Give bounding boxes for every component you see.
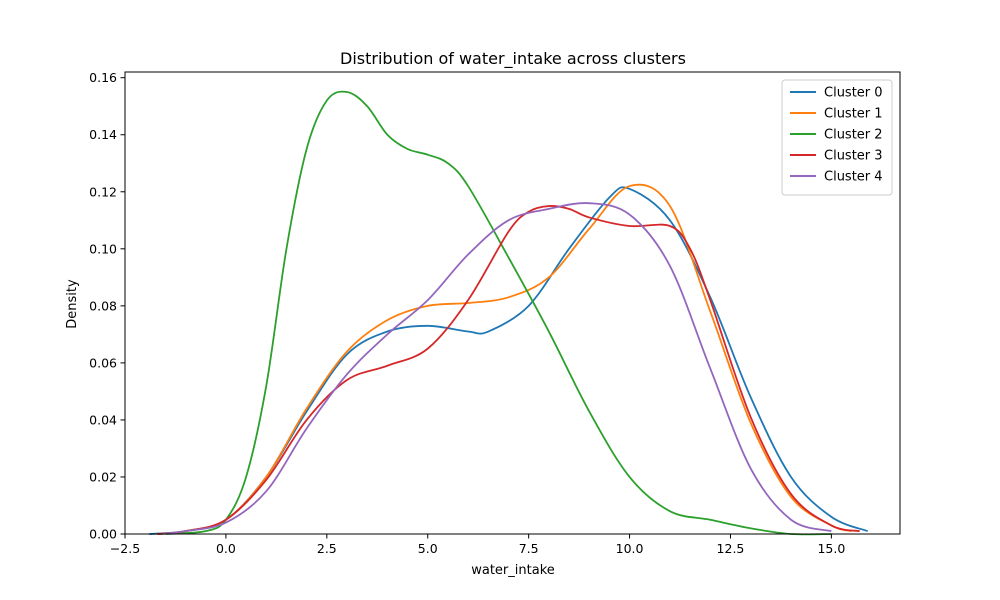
- x-tick-label: −2.5: [110, 541, 140, 556]
- y-tick-label: 0.02: [89, 469, 117, 484]
- x-tick-label: 7.5: [519, 541, 539, 556]
- x-tick-label: 15.0: [817, 541, 845, 556]
- axes: −2.5 0.0 2.5 5.0 7.5 10.0 12.5 15.0 0.00 0.02 0.04…: [89, 70, 901, 556]
- y-axis-label: Density: [65, 279, 80, 329]
- y-tick-label: 0.10: [89, 241, 117, 256]
- x-tick-label: 10.0: [616, 541, 644, 556]
- series-line-cluster-4: [161, 202, 832, 535]
- legend-label-cluster-3: Cluster 3: [824, 149, 883, 164]
- series-line-cluster-0: [149, 186, 869, 535]
- y-tick-label: 0.06: [89, 355, 117, 370]
- chart-title: Distribution of water_intake across clus…: [340, 49, 686, 69]
- y-tick-label: 0.04: [89, 412, 117, 427]
- legend-label-cluster-2: Cluster 2: [824, 128, 883, 143]
- x-tick-label: 12.5: [717, 541, 745, 556]
- legend-label-cluster-4: Cluster 4: [824, 170, 883, 185]
- y-tick-label: 0.08: [89, 298, 117, 313]
- series-line-cluster-3: [157, 205, 860, 535]
- x-tick-label: 2.5: [317, 541, 337, 556]
- legend: Cluster 0 Cluster 1 Cluster 2 Cluster 3 Clus…: [781, 79, 893, 196]
- plot-area: [149, 90, 869, 536]
- plot-frame: [124, 71, 901, 535]
- y-tick-label: 0.00: [89, 527, 117, 542]
- legend-label-cluster-1: Cluster 1: [824, 107, 883, 122]
- series-line-cluster-1: [157, 183, 852, 535]
- y-tick-label: 0.12: [89, 184, 117, 199]
- x-axis-label: water_intake: [471, 563, 555, 578]
- y-tick-label: 0.14: [89, 127, 117, 142]
- x-tick-label: 5.0: [418, 541, 438, 556]
- series-line-cluster-2: [165, 90, 832, 536]
- legend-box: [781, 79, 893, 196]
- legend-label-cluster-0: Cluster 0: [824, 86, 883, 101]
- y-tick-label: 0.16: [89, 70, 117, 85]
- x-tick-label: 0.0: [216, 541, 236, 556]
